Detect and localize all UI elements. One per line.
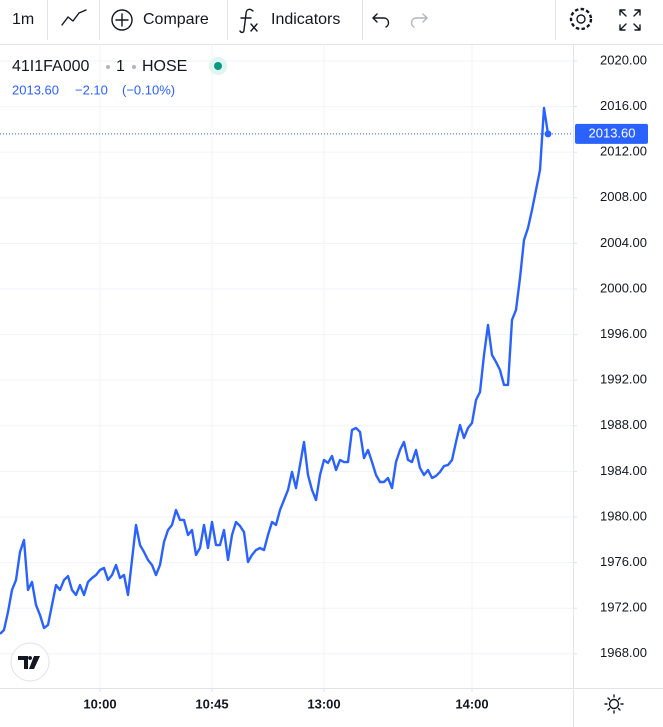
y-tick-label: 1996.00 (600, 326, 647, 341)
settings-button[interactable] (576, 14, 586, 24)
x-tick-label: 14:00 (455, 696, 488, 711)
y-tick-label: 2016.00 (600, 98, 647, 113)
y-tick-label: 1968.00 (600, 645, 647, 660)
market-status-dot (214, 62, 222, 70)
exchange: HOSE (142, 58, 187, 75)
compare-icon (115, 13, 129, 27)
y-tick-label: 1984.00 (600, 463, 647, 478)
compare-button[interactable]: Compare (143, 11, 209, 28)
symbol: 41I1FA000 (12, 58, 90, 75)
grid (0, 45, 573, 688)
last-price-label: 2013.60 (589, 125, 636, 140)
redo-button[interactable] (410, 13, 428, 28)
dot-separator (106, 65, 110, 69)
price-line (0, 106, 550, 635)
logo[interactable] (10, 642, 50, 682)
x-tick-label: 10:00 (83, 696, 116, 711)
time-settings[interactable] (604, 694, 624, 714)
y-tick-label: 2012.00 (600, 144, 647, 159)
y-tick-label: 2000.00 (600, 280, 647, 295)
last-price: 2013.60 (12, 82, 59, 97)
resolution: 1 (116, 58, 125, 75)
fullscreen-button[interactable] (619, 9, 641, 31)
compare-icon[interactable] (111, 9, 133, 31)
indicators-button[interactable]: Indicators (271, 11, 340, 28)
time-settings-rays (604, 694, 624, 714)
y-tick-label: 2004.00 (600, 235, 647, 250)
y-tick-label: 1992.00 (600, 372, 647, 387)
y-tick-label: 1980.00 (600, 508, 647, 523)
price-change: −2.10 (75, 82, 108, 97)
y-tick-label: 2020.00 (600, 52, 647, 67)
last-point (544, 130, 552, 138)
x-tick-label: 10:45 (195, 696, 228, 711)
undo-button[interactable] (372, 13, 390, 28)
last-price-box (575, 123, 648, 144)
interval-button[interactable]: 1m (12, 11, 34, 28)
x-tick-label: 13:00 (307, 696, 340, 711)
toolbar: 1m Compare Indicators (0, 0, 663, 45)
indicators-icon[interactable] (239, 8, 258, 34)
settings-icon (569, 7, 593, 31)
dot-separator (132, 65, 136, 69)
time-settings-icon (608, 698, 620, 710)
y-tick-label: 1972.00 (600, 600, 647, 615)
price-change-percent: (−0.10%) (122, 82, 175, 97)
logo-mark (18, 656, 40, 669)
y-tick-label: 2008.00 (600, 189, 647, 204)
legend: 41I1FA000 1 HOSE 2013.60 −2.10 (−0.10%) (12, 57, 227, 97)
y-tick-label: 1976.00 (600, 554, 647, 569)
y-tick-label: 1988.00 (600, 417, 647, 432)
chart-type-button[interactable] (61, 9, 87, 26)
